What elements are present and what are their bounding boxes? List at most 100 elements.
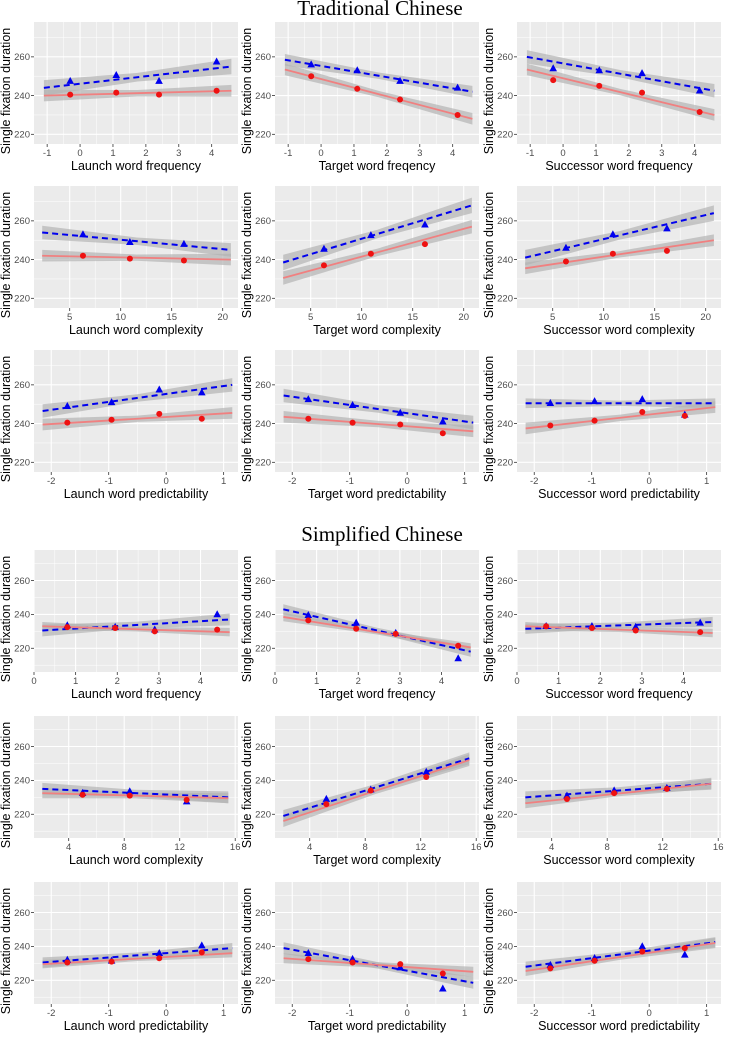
fit-line-red — [283, 957, 474, 973]
fit-line-red — [42, 792, 229, 800]
data-point-blue-triangle — [155, 385, 164, 393]
panel-background — [275, 186, 479, 308]
data-point-red-circle — [639, 89, 646, 96]
y-tick-label: 260 — [497, 576, 513, 587]
data-point-blue-triangle — [155, 76, 163, 84]
data-point-blue-triangle — [66, 76, 74, 84]
y-axis-label: Single fixation duration — [240, 192, 254, 319]
y-tick-label: 220 — [14, 810, 30, 821]
x-tick-label: 0 — [318, 148, 323, 159]
x-axis-label: Launch word complexity — [69, 323, 204, 337]
data-point-blue-triangle — [695, 86, 704, 94]
data-point-red-circle — [397, 961, 404, 968]
data-point-red-circle — [198, 949, 205, 956]
x-tick-label: -1 — [284, 148, 292, 159]
x-axis-label: Target word freqency — [319, 159, 436, 173]
data-point-blue-triangle — [696, 618, 704, 626]
x-tick-label: 10 — [115, 312, 126, 323]
panel-trad-launch-predictability: 220 240 260 -2 -1 0 1 Launch word predictabilit… — [0, 350, 238, 501]
data-point-red-circle — [214, 626, 221, 633]
y-axis-label: Single fixation duration — [0, 556, 13, 683]
y-tick-label: 240 — [255, 255, 271, 266]
gridlines — [34, 882, 238, 1004]
x-axis-label: Target word complexity — [313, 323, 442, 337]
y-tick-label: 240 — [14, 255, 30, 266]
data-point-red-circle — [392, 630, 399, 637]
data-point-blue-triangle — [79, 230, 87, 238]
data-point-blue-triangle — [125, 787, 134, 795]
y-tick-label: 260 — [497, 380, 513, 391]
y-tick-label: 240 — [14, 942, 30, 953]
y-tick-label: 260 — [255, 576, 271, 587]
y-tick-label: 220 — [497, 976, 513, 987]
data-point-blue-triangle — [638, 942, 647, 950]
panel-simp-launch-predictability: 220 240 260 -2 -1 0 1 Launch word predictabilit… — [0, 882, 238, 1033]
data-point-blue-triangle — [353, 66, 362, 74]
data-point-blue-triangle — [197, 941, 206, 949]
y-tick-label: 220 — [14, 976, 30, 987]
gridlines — [275, 716, 479, 838]
x-tick-label: 4 — [307, 842, 312, 853]
x-tick-label: 16 — [713, 842, 724, 853]
plot-area — [525, 777, 712, 809]
x-tick-label: 1 — [704, 476, 709, 487]
data-point-red-circle — [180, 257, 187, 264]
y-tick-label: 260 — [14, 576, 30, 587]
y-tick-label: 240 — [14, 91, 30, 102]
data-point-red-circle — [681, 412, 688, 419]
fit-line-red — [283, 415, 474, 433]
x-tick-label: 1 — [704, 1008, 709, 1019]
data-point-blue-triangle — [595, 66, 604, 74]
plot-area — [42, 225, 231, 266]
data-point-red-circle — [112, 624, 119, 631]
data-point-red-circle — [79, 791, 86, 798]
plot-area — [525, 937, 716, 976]
data-point-red-circle — [397, 96, 404, 103]
x-tick-label: 15 — [649, 312, 660, 323]
x-axis-label: Launch word complexity — [69, 853, 204, 867]
y-tick-label: 260 — [255, 908, 271, 919]
x-tick-label: 12 — [415, 842, 426, 853]
x-tick-label: 0 — [31, 676, 36, 687]
y-tick-label: 240 — [255, 91, 271, 102]
x-tick-label: 1 — [462, 1008, 467, 1019]
plot-area — [42, 378, 233, 431]
plot-area — [283, 388, 474, 438]
y-tick-label: 240 — [497, 419, 513, 430]
y-tick-label: 260 — [14, 908, 30, 919]
x-tick-label: -1 — [104, 1008, 112, 1019]
y-tick-label: 240 — [497, 91, 513, 102]
y-tick-label: 220 — [497, 458, 513, 469]
data-point-red-circle — [439, 970, 446, 977]
data-point-red-circle — [126, 792, 133, 799]
panel-trad-target-frequency: 220 240 260 -1 0 1 2 3 4 Target word freqency Sing… — [240, 22, 479, 173]
data-point-red-circle — [198, 415, 205, 422]
x-axis-label: Successor word predictability — [538, 1019, 701, 1033]
data-point-blue-triangle — [438, 984, 447, 992]
x-tick-label: 12 — [657, 842, 668, 853]
data-point-red-circle — [563, 796, 570, 803]
plot-area — [42, 941, 233, 969]
x-tick-label: -2 — [288, 476, 296, 487]
x-tick-label: 4 — [681, 676, 686, 687]
data-point-blue-triangle — [396, 408, 405, 416]
x-tick-label: 4 — [198, 676, 203, 687]
fit-line-blue — [525, 941, 716, 968]
y-axis-label: Single fixation duration — [482, 722, 496, 849]
y-axis-label: Single fixation duration — [240, 28, 254, 155]
x-tick-label: 5 — [67, 312, 72, 323]
x-tick-label: -2 — [530, 476, 538, 487]
y-axis-label: Single fixation duration — [0, 722, 13, 849]
x-axis-label: Successor word frequency — [545, 159, 693, 173]
fit-line-red — [282, 225, 473, 279]
fit-line-blue — [525, 782, 712, 799]
fit-line-red — [525, 239, 714, 270]
data-point-red-circle — [367, 787, 374, 794]
data-point-red-circle — [323, 801, 330, 808]
fit-line-blue — [42, 787, 229, 799]
x-tick-label: 4 — [450, 148, 455, 159]
plot-area — [283, 752, 470, 827]
